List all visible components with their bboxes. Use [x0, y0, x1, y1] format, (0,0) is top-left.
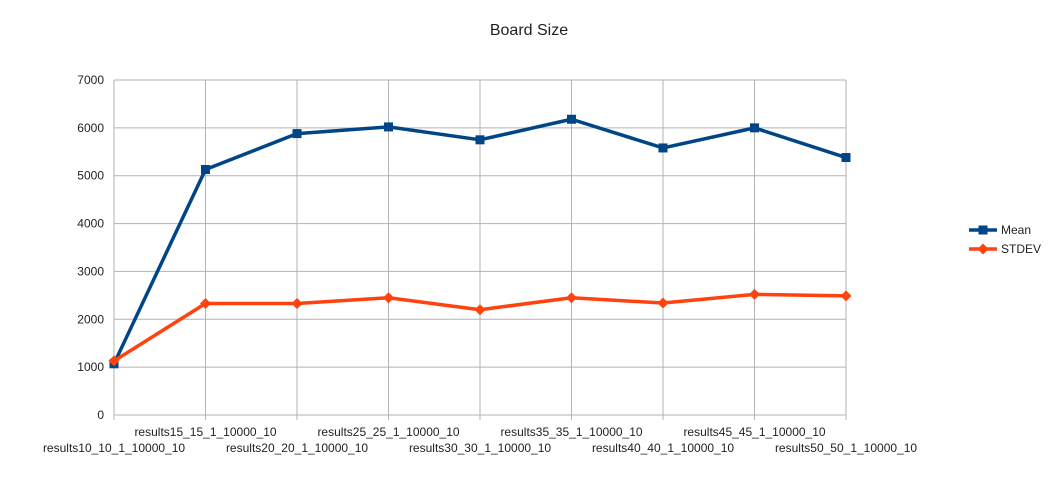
y-tick-label: 7000 — [77, 73, 104, 87]
y-tick-label: 4000 — [77, 217, 104, 231]
y-tick-label: 1000 — [77, 360, 104, 374]
series-layer — [108, 114, 852, 369]
x-tick-label: results50_50_1_10000_10 — [775, 441, 917, 455]
axes: 0 1000 2000 3000 4000 5000 6000 7000 results10_1… — [43, 73, 917, 455]
data-point-stdev — [108, 355, 120, 367]
y-tick-label: 2000 — [77, 312, 104, 326]
x-tick-label: results45_45_1_10000_10 — [683, 425, 825, 439]
data-point-stdev — [657, 297, 669, 309]
data-point-stdev — [474, 304, 486, 316]
data-point-stdev — [383, 292, 394, 304]
y-tick-label: 3000 — [77, 264, 104, 278]
chart-title: Board Size — [490, 22, 568, 39]
data-point-mean — [475, 135, 485, 145]
y-tick-label: 0 — [97, 408, 104, 422]
data-point-mean — [750, 123, 759, 133]
data-point-mean — [201, 164, 210, 174]
data-point-mean — [841, 153, 851, 163]
x-tick-label: results20_20_1_10000_10 — [226, 441, 368, 455]
y-tick-label: 5000 — [77, 169, 104, 183]
legend-marker-stdev — [977, 243, 989, 255]
data-point-stdev — [200, 297, 211, 309]
x-tick-label: results25_25_1_10000_10 — [317, 425, 459, 439]
legend-label-mean: Mean — [1001, 223, 1031, 237]
x-tick-label: results30_30_1_10000_10 — [409, 441, 551, 455]
data-point-mean — [384, 122, 393, 132]
x-tick-label: results10_10_1_10000_10 — [43, 441, 185, 455]
x-tick-label: results35_35_1_10000_10 — [500, 425, 642, 439]
data-point-mean — [658, 143, 668, 153]
data-point-stdev — [749, 288, 760, 300]
data-point-mean — [292, 129, 302, 139]
data-point-stdev — [291, 297, 303, 309]
y-tick-label: 6000 — [77, 121, 104, 135]
legend-marker-mean — [978, 225, 988, 235]
data-point-stdev — [840, 290, 852, 302]
legend: Mean STDEV — [969, 223, 1041, 256]
data-point-mean — [567, 114, 576, 124]
x-tick-label: results15_15_1_10000_10 — [134, 425, 276, 439]
legend-label-stdev: STDEV — [1001, 242, 1041, 256]
x-tick-label: results40_40_1_10000_10 — [592, 441, 734, 455]
data-point-stdev — [566, 292, 577, 304]
